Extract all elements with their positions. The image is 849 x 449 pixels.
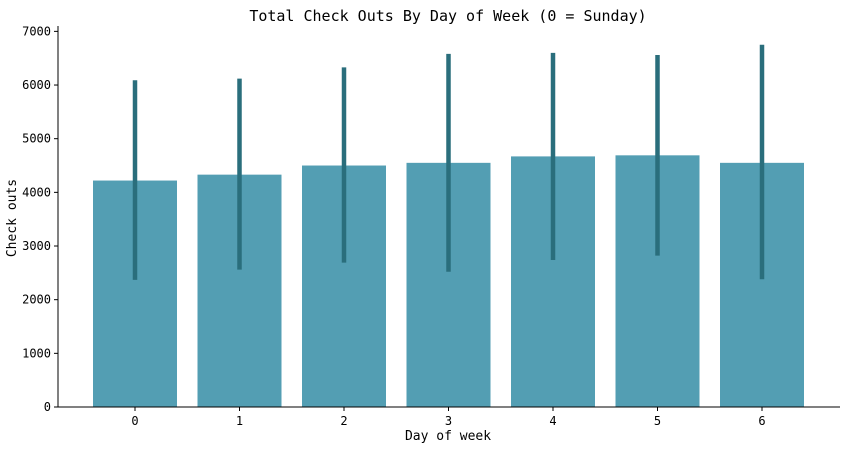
chart-title: Total Check Outs By Day of Week (0 = Sun…	[249, 7, 646, 25]
y-tick-label-3000: 3000	[22, 239, 51, 253]
x-tick-label-0: 0	[131, 414, 138, 428]
y-tick-label-6000: 6000	[22, 78, 51, 92]
y-axis-label: Check outs	[5, 179, 20, 257]
x-tick-label-2: 2	[340, 414, 347, 428]
x-ticks-layer: 0 1 2 3 4 5 6	[131, 407, 766, 428]
x-tick-label-5: 5	[654, 414, 661, 428]
error-bars-layer	[132, 44, 765, 280]
x-axis-label: Day of week	[405, 429, 491, 444]
x-tick-label-1: 1	[236, 414, 243, 428]
y-tick-label-1000: 1000	[22, 346, 51, 360]
y-tick-label-7000: 7000	[22, 24, 51, 38]
y-ticks-layer: 0 1000 2000 3000 4000 5000 6000 7000	[22, 24, 58, 414]
x-tick-label-6: 6	[758, 414, 765, 428]
y-tick-label-2000: 2000	[22, 293, 51, 307]
y-tick-label-4000: 4000	[22, 185, 51, 199]
y-tick-label-5000: 5000	[22, 132, 51, 146]
x-tick-label-3: 3	[445, 414, 452, 428]
x-tick-label-4: 4	[549, 414, 556, 428]
y-tick-label-0: 0	[44, 400, 51, 414]
